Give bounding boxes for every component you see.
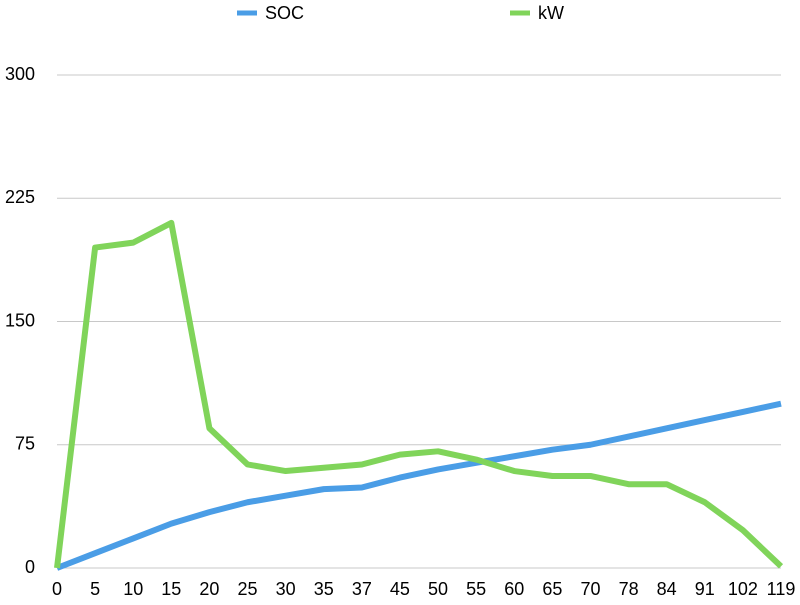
- x-tick-label: 45: [390, 579, 410, 599]
- x-tick-label: 60: [504, 579, 524, 599]
- x-tick-label: 119: [767, 579, 796, 599]
- x-tick-label: 5: [90, 579, 100, 599]
- x-tick-label: 0: [52, 579, 62, 599]
- x-tick-label: 35: [314, 579, 334, 599]
- legend-label: SOC: [265, 3, 304, 23]
- x-tick-label: 10: [123, 579, 143, 599]
- x-tick-label: 70: [580, 579, 600, 599]
- series-line: [55, 400, 782, 571]
- x-tick-label: 65: [542, 579, 562, 599]
- x-tick-label: 25: [238, 579, 258, 599]
- x-tick-label: 102: [728, 579, 758, 599]
- y-tick-label: 225: [5, 187, 35, 207]
- y-tick-label: 300: [5, 64, 35, 84]
- x-tick-label: 30: [276, 579, 296, 599]
- x-tick-label: 15: [161, 579, 181, 599]
- y-tick-label: 0: [25, 557, 35, 577]
- x-tick-label: 37: [352, 579, 372, 599]
- x-tick-label: 78: [619, 579, 639, 599]
- y-tick-label: 75: [15, 434, 35, 454]
- x-tick-label: 20: [199, 579, 219, 599]
- x-tick-label: 50: [428, 579, 448, 599]
- x-tick-label: 84: [657, 579, 677, 599]
- legend-label: kW: [538, 3, 564, 23]
- series-line: [54, 219, 784, 569]
- y-tick-label: 150: [5, 310, 35, 330]
- x-tick-label: 55: [466, 579, 486, 599]
- x-tick-label: 91: [695, 579, 715, 599]
